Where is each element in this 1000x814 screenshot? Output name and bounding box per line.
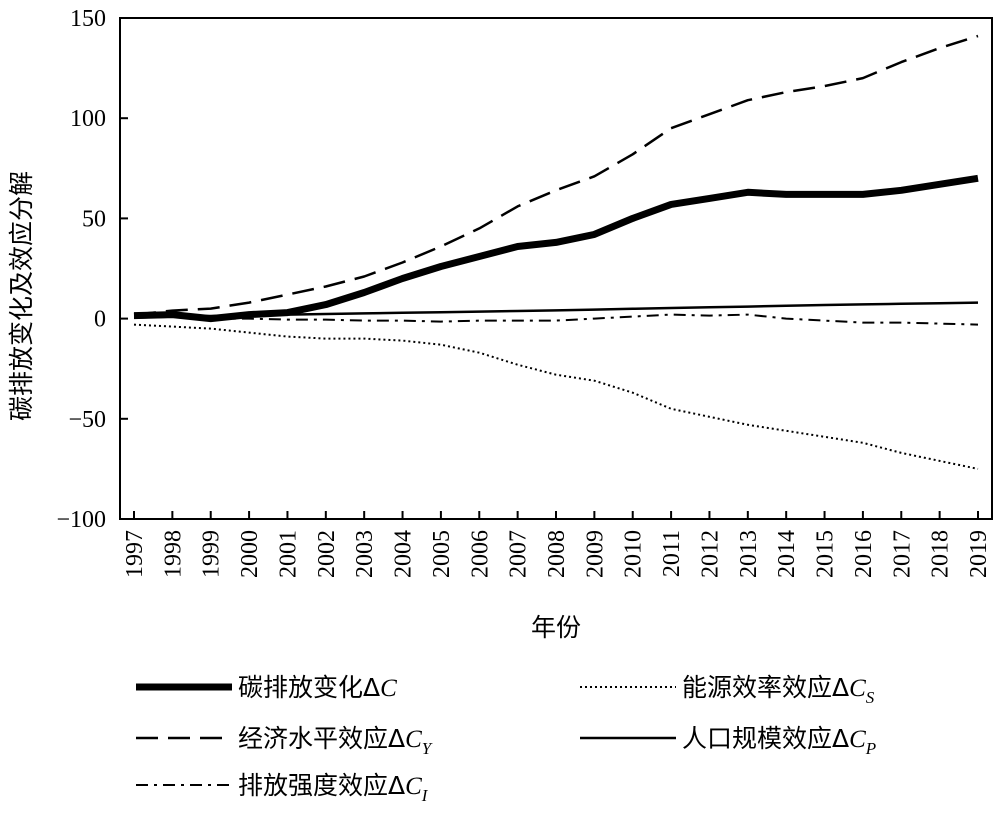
legend-label: 人口规模效应ΔCP [682, 724, 876, 758]
legend-entry: 能源效率效应ΔCS [580, 673, 875, 707]
series-line [133, 34, 979, 316]
x-tick-label: 2012 [697, 530, 723, 578]
legend-entry: 碳排放变化ΔC [136, 673, 397, 702]
plot-frame [119, 17, 993, 520]
x-tick-label: 2006 [467, 530, 493, 578]
data-point [555, 190, 557, 192]
legend-entry: 排放强度效应ΔCI [136, 771, 429, 805]
x-tick-label: 2000 [237, 530, 263, 578]
data-point [287, 294, 289, 296]
legend: 碳排放变化ΔC 经济水平效应ΔCY 排放强度效应ΔCI 能源效率效应ΔCS 人口规模效应… [136, 673, 876, 805]
x-tick-label: 2010 [621, 530, 647, 578]
data-point [287, 336, 289, 338]
y-tick-label: −100 [56, 507, 106, 533]
legend-label: 排放强度效应ΔCI [238, 771, 429, 805]
x-tick-label: 1997 [122, 530, 148, 578]
y-tick-label: −50 [68, 407, 106, 433]
series-1 [133, 34, 979, 316]
plot-area-border [119, 17, 993, 520]
data-point [670, 314, 672, 316]
x-tick-label: 2018 [928, 530, 954, 578]
data-point [785, 91, 787, 93]
data-point [824, 320, 826, 322]
x-tick-label: 2004 [391, 530, 417, 578]
data-point [939, 323, 941, 325]
x-tick-label: 2007 [506, 530, 532, 578]
x-axis-title: 年份 [531, 613, 581, 642]
axis-ticks: −100 −50 0 50 100 150 1997 1998 1999 2000 2001 2002… [56, 6, 992, 578]
data-point [172, 326, 174, 328]
series-layer [133, 34, 979, 470]
y-tick-label: 50 [82, 206, 106, 232]
x-tick-label: 2001 [275, 530, 301, 578]
series-2 [133, 313, 979, 326]
series-3 [133, 323, 979, 470]
data-point [363, 320, 365, 322]
data-point [402, 340, 404, 342]
x-tick-label: 2019 [966, 530, 992, 578]
series-line [133, 174, 979, 323]
x-tick-label: 2014 [774, 530, 800, 578]
x-tick-label: 1998 [160, 530, 186, 578]
y-tick-label: 150 [70, 6, 106, 32]
x-tick-label: 2008 [544, 530, 570, 578]
data-point [440, 344, 442, 346]
legend-label: 经济水平效应ΔCY [238, 724, 433, 758]
data-point [402, 320, 404, 322]
series-line [133, 323, 979, 470]
y-axis-title: 碳排放变化及效应分解 [7, 171, 36, 421]
y-tick-label: 100 [70, 106, 106, 132]
legend-entry: 经济水平效应ΔCY [136, 724, 433, 758]
y-tick-label: 0 [94, 307, 106, 333]
x-tick-label: 2015 [813, 530, 839, 578]
series-0 [133, 174, 979, 323]
x-tick-label: 2009 [582, 530, 608, 578]
data-point [824, 436, 826, 438]
data-point [440, 246, 442, 248]
data-point [555, 320, 557, 322]
legend-label: 能源效率效应ΔCS [682, 673, 875, 707]
data-point [632, 316, 634, 318]
x-tick-label: 2002 [314, 530, 340, 578]
legend-entry: 人口规模效应ΔCP [580, 724, 876, 758]
data-point [939, 47, 941, 49]
x-tick-label: 2016 [851, 530, 877, 578]
x-tick-label: 2013 [736, 530, 762, 578]
x-tick-label: 2017 [889, 530, 915, 578]
x-tick-label: 2003 [352, 530, 378, 578]
x-tick-label: 1999 [199, 530, 225, 578]
x-tick-label: 2011 [659, 530, 685, 577]
x-tick-label: 2005 [429, 530, 455, 578]
legend-label: 碳排放变化ΔC [238, 673, 397, 702]
series-line [133, 313, 979, 326]
